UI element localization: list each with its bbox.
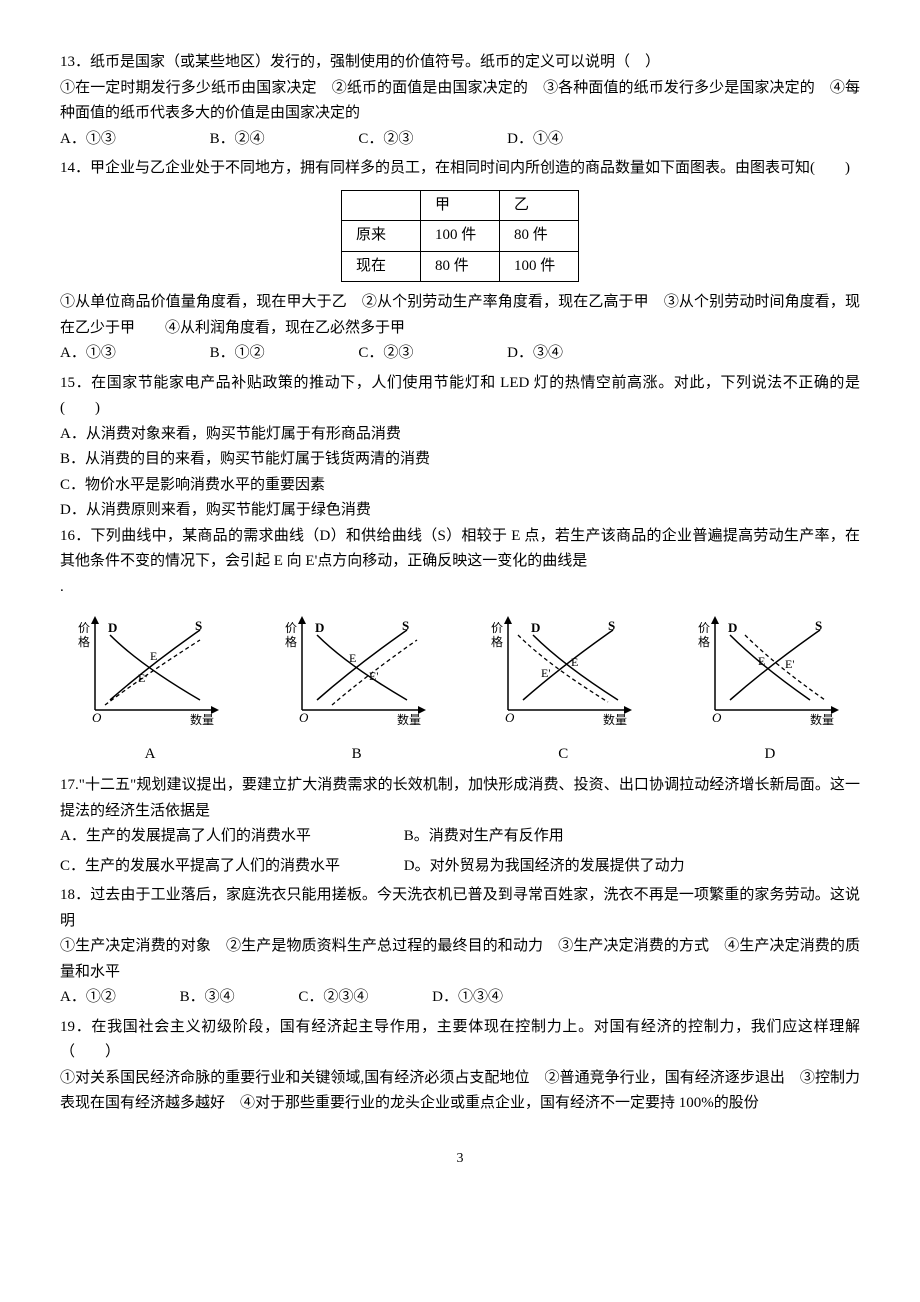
svg-text:格: 格 (78, 634, 90, 649)
q18-opt-b: B．③④ (180, 985, 235, 1011)
cell: 甲 (421, 190, 500, 221)
svg-text:E: E (349, 651, 356, 665)
q17-opt-a: A．生产的发展提高了人们的消费水平 (60, 824, 400, 850)
svg-text:E: E (571, 655, 578, 669)
q14-options: A．①③ B．①② C．②③ D．③④ (60, 341, 860, 367)
svg-text:格: 格 (285, 634, 297, 649)
q14-opt-d: D．③④ (507, 341, 563, 367)
chart-c: 价格 数量 O D S E E' C (473, 610, 653, 767)
svg-text:O: O (712, 710, 722, 725)
q17-row1: A．生产的发展提高了人们的消费水平 B。消费对生产有反作用 (60, 824, 860, 850)
q18-stem: 18．过去由于工业落后，家庭洗衣只能用搓板。今天洗衣机已普及到寻常百姓家，洗衣不… (60, 883, 860, 934)
q14-statements: ①从单位商品价值量角度看，现在甲大于乙 ②从个别劳动生产率角度看，现在乙高于甲 … (60, 290, 860, 341)
svg-text:O: O (505, 710, 515, 725)
cell: 乙 (500, 190, 579, 221)
cell (342, 190, 421, 221)
q13-opt-a: A．①③ (60, 127, 116, 153)
q15-opt-b: B．从消费的目的来看，购买节能灯属于钱货两清的消费 (60, 447, 860, 473)
svg-text:O: O (299, 710, 309, 725)
q13-opt-d: D．①④ (507, 127, 563, 153)
svg-text:D: D (315, 620, 324, 635)
q17-stem: 17."十二五"规划建议提出，要建立扩大消费需求的长效机制，加快形成消费、投资、… (60, 773, 860, 824)
page-number: 3 (60, 1147, 860, 1171)
q15-stem: 15．在国家节能家电产品补贴政策的推动下，人们使用节能灯和 LED 灯的热情空前… (60, 371, 860, 422)
svg-text:E': E' (138, 671, 148, 685)
q14-opt-b: B．①② (210, 341, 265, 367)
xlabel: 数量 (190, 712, 214, 727)
svg-text:价: 价 (285, 621, 297, 635)
svg-text:S: S (608, 618, 615, 633)
cell: 100 件 (421, 221, 500, 252)
q13-opt-c: C．②③ (358, 127, 413, 153)
q15-opt-c: C．物价水平是影响消费水平的重要因素 (60, 473, 860, 499)
cell: 80 件 (421, 251, 500, 282)
svg-text:D: D (108, 620, 117, 635)
cell: 原来 (342, 221, 421, 252)
chart-c-label: C (473, 742, 653, 768)
chart-b: 价格 数量 O D S E E' B (267, 610, 447, 767)
q18-opt-c: C．②③④ (298, 985, 368, 1011)
q18-options: A．①② B．③④ C．②③④ D．①③④ (60, 985, 860, 1011)
chart-a: 价 格 数量 O D S E E' A (60, 610, 240, 767)
svg-text:数量: 数量 (397, 712, 421, 727)
q19-statements: ①对关系国民经济命脉的重要行业和关键领域,国有经济必须占支配地位 ②普通竞争行业… (60, 1066, 860, 1117)
svg-text:D: D (728, 620, 737, 635)
chart-b-svg: 价格 数量 O D S E E' (277, 610, 437, 730)
chart-b-label: B (267, 742, 447, 768)
chart-c-svg: 价格 数量 O D S E E' (483, 610, 643, 730)
q15-opt-a: A．从消费对象来看，购买节能灯属于有形商品消费 (60, 422, 860, 448)
q14-opt-a: A．①③ (60, 341, 116, 367)
cell: 100 件 (500, 251, 579, 282)
svg-text:E: E (150, 649, 157, 663)
q17-opt-d: D。对外贸易为我国经济的发展提供了动力 (404, 858, 685, 874)
chart-a-svg: 价 格 数量 O D S E E' (70, 610, 230, 730)
svg-text:S: S (815, 618, 822, 633)
svg-text:格: 格 (491, 634, 503, 649)
q16-stem: 16．下列曲线中，某商品的需求曲线（D）和供给曲线（S）相较于 E 点，若生产该… (60, 524, 860, 575)
svg-text:S: S (402, 618, 409, 633)
svg-text:数量: 数量 (603, 712, 627, 727)
q14-stem: 14．甲企业与乙企业处于不同地方，拥有同样多的员工，在相同时间内所创造的商品数量… (60, 156, 860, 182)
chart-a-label: A (60, 742, 240, 768)
svg-text:S: S (195, 618, 202, 633)
svg-text:E': E' (369, 669, 379, 683)
q17-opt-b: B。消费对生产有反作用 (404, 828, 564, 844)
svg-text:E': E' (785, 657, 795, 671)
table-row: 原来 100 件 80 件 (342, 221, 579, 252)
q13-stem: 13．纸币是国家（或某些地区）发行的，强制使用的价值符号。纸币的定义可以说明（ … (60, 50, 860, 76)
dot: . (60, 575, 860, 601)
q18-statements: ①生产决定消费的对象 ②生产是物质资料生产总过程的最终目的和动力 ③生产决定消费… (60, 934, 860, 985)
svg-text:数量: 数量 (810, 712, 834, 727)
q17-row2: C．生产的发展水平提高了人们的消费水平 D。对外贸易为我国经济的发展提供了动力 (60, 854, 860, 880)
q18-opt-d: D．①③④ (432, 985, 503, 1011)
svg-text:价: 价 (698, 621, 710, 635)
q14-opt-c: C．②③ (358, 341, 413, 367)
cell: 80 件 (500, 221, 579, 252)
chart-d: 价格 数量 O D S E E' D (680, 610, 860, 767)
svg-text:价: 价 (491, 621, 503, 635)
ylabel: 价 (78, 621, 90, 635)
svg-text:格: 格 (698, 634, 710, 649)
svg-text:E: E (758, 654, 765, 668)
table-row: 甲 乙 (342, 190, 579, 221)
q16-charts: 价 格 数量 O D S E E' A 价格 数量 O D S (60, 610, 860, 767)
chart-d-svg: 价格 数量 O D S E E' (690, 610, 850, 730)
svg-text:O: O (92, 710, 102, 725)
q18-opt-a: A．①② (60, 985, 116, 1011)
q17-opt-c: C．生产的发展水平提高了人们的消费水平 (60, 854, 400, 880)
svg-text:E': E' (541, 666, 551, 680)
q14-table: 甲 乙 原来 100 件 80 件 现在 80 件 100 件 (341, 190, 579, 283)
chart-d-label: D (680, 742, 860, 768)
q13-statements: ①在一定时期发行多少纸币由国家决定 ②纸币的面值是由国家决定的 ③各种面值的纸币… (60, 76, 860, 127)
cell: 现在 (342, 251, 421, 282)
q15-opt-d: D．从消费原则来看，购买节能灯属于绿色消费 (60, 498, 860, 524)
table-row: 现在 80 件 100 件 (342, 251, 579, 282)
q13-options: A．①③ B．②④ C．②③ D．①④ (60, 127, 860, 153)
q19-stem: 19．在我国社会主义初级阶段，国有经济起主导作用，主要体现在控制力上。对国有经济… (60, 1015, 860, 1066)
q13-opt-b: B．②④ (210, 127, 265, 153)
svg-text:D: D (531, 620, 540, 635)
